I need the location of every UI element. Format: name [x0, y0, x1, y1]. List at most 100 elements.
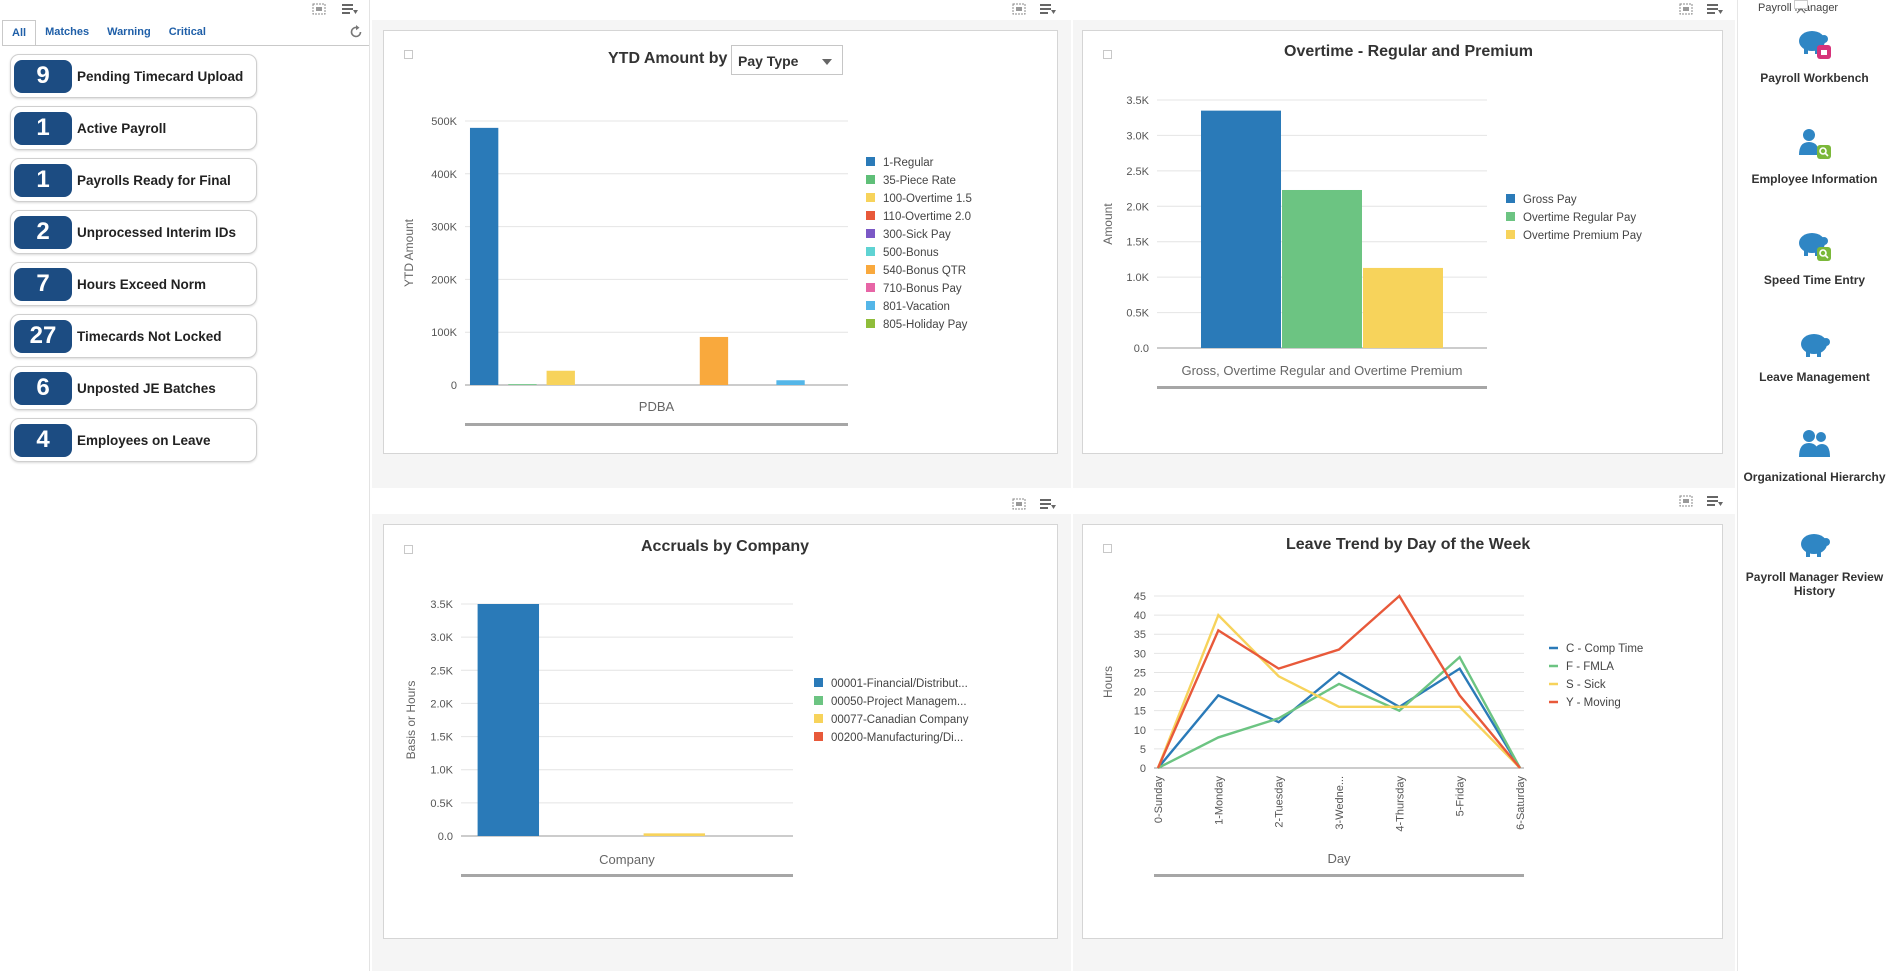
- y-tick-label: 3.5K: [430, 599, 453, 611]
- pay-type-select[interactable]: Pay Type: [731, 45, 843, 75]
- y-tick-label: 0.0: [1134, 343, 1149, 355]
- watchlist-count: 7: [14, 267, 72, 301]
- menu-icon[interactable]: [1707, 494, 1723, 506]
- bar: [469, 127, 499, 385]
- bar: [477, 604, 540, 836]
- launchpad-label: Payroll Workbench: [1760, 71, 1869, 85]
- leave-chart: 0 5 10 15 20 25 30 35 40 45 Hours Day 0-Sunday 1-Mond…: [1101, 591, 1643, 877]
- y-tick-label: 400K: [431, 169, 457, 181]
- series-line: [1157, 655, 1522, 770]
- legend-swatch: [866, 175, 875, 184]
- watchlist-label: Employees on Leave: [77, 432, 211, 448]
- y-tick-label: 2.0K: [1126, 201, 1149, 213]
- launchpad-item-payroll-workbench[interactable]: Payroll Workbench: [1738, 24, 1890, 85]
- legend-label: Gross Pay: [1523, 194, 1577, 206]
- menu-icon[interactable]: [1040, 497, 1056, 509]
- watchlist-count: 2: [14, 215, 72, 249]
- launchpad-item-organizational-hierarchy[interactable]: Organizational Hierarchy: [1738, 427, 1890, 484]
- x-tick-label: 1-Monday: [1213, 776, 1225, 825]
- bar: [1201, 110, 1281, 348]
- y-tick-label: 2.5K: [430, 665, 453, 677]
- watchlist-count: 4: [14, 423, 72, 457]
- watchlist-item[interactable]: 7 Hours Exceed Norm: [10, 262, 257, 306]
- y-tick-label: 2.0K: [430, 698, 453, 710]
- legend-label: 00001-Financial/Distribut...: [831, 678, 968, 690]
- select-value: Pay Type: [738, 53, 799, 69]
- refresh-icon[interactable]: [348, 24, 364, 40]
- legend-label: 00050-Project Managem...: [831, 696, 967, 708]
- watchlist-count: 1: [14, 163, 72, 197]
- y-tick-label: 45: [1134, 591, 1146, 603]
- watchlist-item[interactable]: 9 Pending Timecard Upload: [10, 54, 257, 98]
- legend-label: 801-Vacation: [883, 301, 950, 313]
- watchlist-item[interactable]: 27 Timecards Not Locked: [10, 314, 257, 358]
- legend-label: S - Sick: [1566, 679, 1606, 691]
- watchlist-count: 6: [14, 371, 72, 405]
- y-tick-label: 0.5K: [1126, 308, 1149, 320]
- people-icon: [1798, 430, 1830, 457]
- tab-critical[interactable]: Critical: [168, 26, 206, 38]
- piggy-bank-icon: [1800, 334, 1830, 357]
- watchlist-label: Payrolls Ready for Final: [77, 172, 231, 188]
- bar: [546, 370, 575, 385]
- x-axis-label: Company: [599, 852, 655, 867]
- launchpad-label: Payroll Manager Review History: [1745, 570, 1884, 598]
- accruals-chart: 0.0 0.5K 1.0K 1.5K 2.0K 2.5K 3.0K 3.5K Basis or …: [404, 599, 969, 877]
- legend-swatch: [866, 265, 875, 274]
- menu-icon[interactable]: [342, 2, 358, 14]
- legend-swatch: [1506, 230, 1515, 239]
- maximize-icon[interactable]: [312, 2, 326, 15]
- legend-swatch: [1506, 212, 1515, 221]
- watchlist-label: Unposted JE Batches: [77, 380, 216, 396]
- legend-label: 500-Bonus: [883, 247, 939, 259]
- legend-swatch: [866, 319, 875, 328]
- y-tick-label: 500K: [431, 116, 457, 128]
- launchpad-label: Leave Management: [1759, 370, 1870, 384]
- legend-swatch: [866, 247, 875, 256]
- collapse-icon[interactable]: [1794, 0, 1808, 14]
- watchlist-item[interactable]: 4 Employees on Leave: [10, 418, 257, 462]
- menu-icon[interactable]: [1707, 2, 1723, 14]
- series-line: [1156, 594, 1521, 769]
- legend-swatch: [866, 283, 875, 292]
- bar: [1363, 267, 1443, 348]
- watchlist-count: 9: [14, 59, 72, 93]
- legend-swatch: [866, 229, 875, 238]
- launchpad-item-employee-information[interactable]: Employee Information: [1738, 125, 1890, 186]
- legend-label: 00077-Canadian Company: [831, 714, 969, 726]
- legend-label: 540-Bonus QTR: [883, 265, 966, 277]
- tab-all[interactable]: All: [2, 20, 37, 46]
- launchpad-item-payroll-manager-review-history[interactable]: Payroll Manager Review History: [1738, 527, 1890, 598]
- x-tick-label: 0-Sunday: [1153, 776, 1165, 824]
- menu-icon[interactable]: [1040, 2, 1056, 14]
- launchpad-item-speed-time-entry[interactable]: Speed Time Entry: [1738, 226, 1890, 287]
- launchpad-item-leave-management[interactable]: Leave Management: [1738, 327, 1890, 384]
- tab-matches[interactable]: Matches: [45, 26, 90, 38]
- watchlist-label: Active Payroll: [77, 120, 167, 136]
- watchlist-item[interactable]: 2 Unprocessed Interim IDs: [10, 210, 257, 254]
- maximize-icon[interactable]: [1679, 2, 1693, 15]
- y-tick-label: 30: [1134, 648, 1146, 660]
- legend-swatch: [866, 301, 875, 310]
- watchlist-item[interactable]: 1 Payrolls Ready for Final: [10, 158, 257, 202]
- y-axis-label: Hours: [1101, 666, 1115, 698]
- y-tick-label: 10: [1134, 725, 1146, 737]
- legend-label: 1-Regular: [883, 157, 934, 169]
- watchlist-item[interactable]: 1 Active Payroll: [10, 106, 257, 150]
- legend-label: Overtime Premium Pay: [1523, 230, 1642, 242]
- bar: [1282, 189, 1362, 348]
- tab-warning[interactable]: Warning: [107, 26, 151, 38]
- select-checkbox[interactable]: [404, 545, 413, 554]
- maximize-icon[interactable]: [1012, 2, 1026, 15]
- select-checkbox[interactable]: [1103, 50, 1112, 59]
- select-checkbox[interactable]: [1103, 544, 1112, 553]
- legend-label: C - Comp Time: [1566, 643, 1643, 655]
- watchlist-item[interactable]: 6 Unposted JE Batches: [10, 366, 257, 410]
- piggy-bank-icon: [1798, 233, 1831, 261]
- accruals-title: Accruals by Company: [641, 538, 810, 555]
- maximize-icon[interactable]: [1012, 497, 1026, 510]
- y-tick-label: 1.0K: [1126, 272, 1149, 284]
- bar: [508, 384, 537, 385]
- select-checkbox[interactable]: [404, 50, 413, 59]
- maximize-icon[interactable]: [1679, 494, 1693, 507]
